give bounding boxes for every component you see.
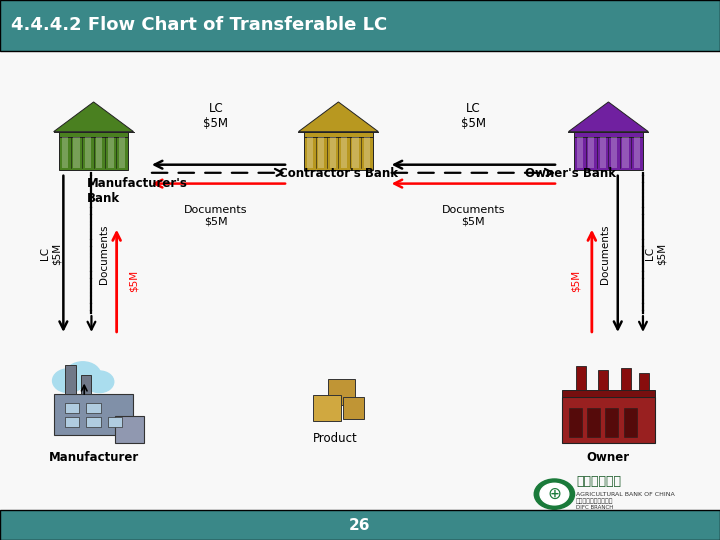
- Circle shape: [65, 362, 101, 389]
- Circle shape: [534, 479, 575, 509]
- FancyBboxPatch shape: [86, 403, 101, 413]
- Text: AGRICULTURAL BANK OF CHINA: AGRICULTURAL BANK OF CHINA: [576, 491, 675, 497]
- FancyBboxPatch shape: [0, 510, 720, 540]
- Text: 迪拜国际金融中心分行: 迪拜国际金融中心分行: [576, 498, 613, 504]
- FancyBboxPatch shape: [624, 408, 637, 437]
- Text: Owner's Bank: Owner's Bank: [525, 167, 616, 180]
- Text: Owner: Owner: [587, 451, 630, 464]
- Text: LC
$5M: LC $5M: [461, 102, 486, 130]
- FancyBboxPatch shape: [313, 395, 341, 421]
- Text: LC
$5M: LC $5M: [204, 102, 228, 130]
- FancyBboxPatch shape: [328, 379, 355, 405]
- FancyBboxPatch shape: [60, 132, 128, 137]
- FancyBboxPatch shape: [108, 417, 122, 427]
- FancyBboxPatch shape: [587, 408, 600, 437]
- FancyBboxPatch shape: [96, 137, 102, 168]
- FancyBboxPatch shape: [569, 408, 582, 437]
- Polygon shape: [299, 102, 379, 132]
- FancyBboxPatch shape: [65, 417, 79, 427]
- Text: 4.4.4.2 Flow Chart of Transferable LC: 4.4.4.2 Flow Chart of Transferable LC: [11, 16, 387, 35]
- Text: $5M: $5M: [570, 270, 580, 292]
- FancyBboxPatch shape: [73, 137, 80, 168]
- FancyBboxPatch shape: [611, 137, 617, 168]
- FancyBboxPatch shape: [605, 408, 618, 437]
- Text: DIFC BRANCH: DIFC BRANCH: [576, 505, 613, 510]
- FancyBboxPatch shape: [364, 137, 370, 168]
- FancyBboxPatch shape: [562, 390, 655, 397]
- FancyBboxPatch shape: [65, 403, 79, 413]
- FancyBboxPatch shape: [115, 416, 144, 443]
- FancyBboxPatch shape: [577, 137, 583, 168]
- FancyBboxPatch shape: [600, 137, 606, 168]
- Circle shape: [53, 369, 84, 393]
- FancyBboxPatch shape: [304, 136, 373, 170]
- FancyBboxPatch shape: [65, 364, 76, 394]
- Text: Documents: Documents: [600, 224, 610, 284]
- FancyBboxPatch shape: [621, 368, 631, 390]
- FancyBboxPatch shape: [341, 137, 347, 168]
- Text: LC
$5M: LC $5M: [645, 243, 667, 265]
- FancyBboxPatch shape: [0, 0, 720, 51]
- Text: Documents
$5M: Documents $5M: [441, 205, 505, 227]
- Text: Documents
$5M: Documents $5M: [184, 205, 248, 227]
- FancyBboxPatch shape: [588, 137, 595, 168]
- FancyBboxPatch shape: [62, 137, 68, 168]
- Circle shape: [540, 483, 569, 505]
- Polygon shape: [569, 102, 649, 132]
- Text: Product: Product: [312, 432, 357, 445]
- FancyBboxPatch shape: [634, 137, 640, 168]
- Polygon shape: [54, 102, 134, 132]
- FancyBboxPatch shape: [85, 137, 91, 168]
- FancyBboxPatch shape: [119, 137, 125, 168]
- FancyBboxPatch shape: [576, 366, 586, 390]
- FancyBboxPatch shape: [639, 373, 649, 390]
- FancyBboxPatch shape: [330, 137, 336, 168]
- FancyBboxPatch shape: [304, 132, 373, 137]
- FancyBboxPatch shape: [562, 397, 655, 443]
- FancyBboxPatch shape: [81, 375, 91, 394]
- Text: Manufacturer's
Bank: Manufacturer's Bank: [86, 177, 187, 205]
- Circle shape: [85, 371, 114, 393]
- FancyBboxPatch shape: [86, 417, 101, 427]
- Text: Contractor's Bank: Contractor's Bank: [279, 167, 398, 180]
- Text: LC
$5M: LC $5M: [40, 243, 61, 265]
- Text: ⊕: ⊕: [547, 485, 562, 503]
- Text: Manufacturer: Manufacturer: [48, 451, 139, 464]
- FancyBboxPatch shape: [575, 136, 643, 170]
- Text: Documents: Documents: [99, 224, 109, 284]
- Text: $5M: $5M: [128, 270, 138, 292]
- FancyBboxPatch shape: [60, 136, 128, 170]
- FancyBboxPatch shape: [54, 394, 133, 435]
- Text: 26: 26: [349, 518, 371, 533]
- FancyBboxPatch shape: [575, 132, 643, 137]
- FancyBboxPatch shape: [343, 397, 364, 418]
- FancyBboxPatch shape: [352, 137, 359, 168]
- FancyBboxPatch shape: [318, 137, 325, 168]
- FancyBboxPatch shape: [598, 370, 608, 390]
- FancyBboxPatch shape: [107, 137, 114, 168]
- FancyBboxPatch shape: [307, 137, 313, 168]
- FancyBboxPatch shape: [622, 137, 629, 168]
- Text: 中国农业银行: 中国农业银行: [576, 475, 621, 488]
